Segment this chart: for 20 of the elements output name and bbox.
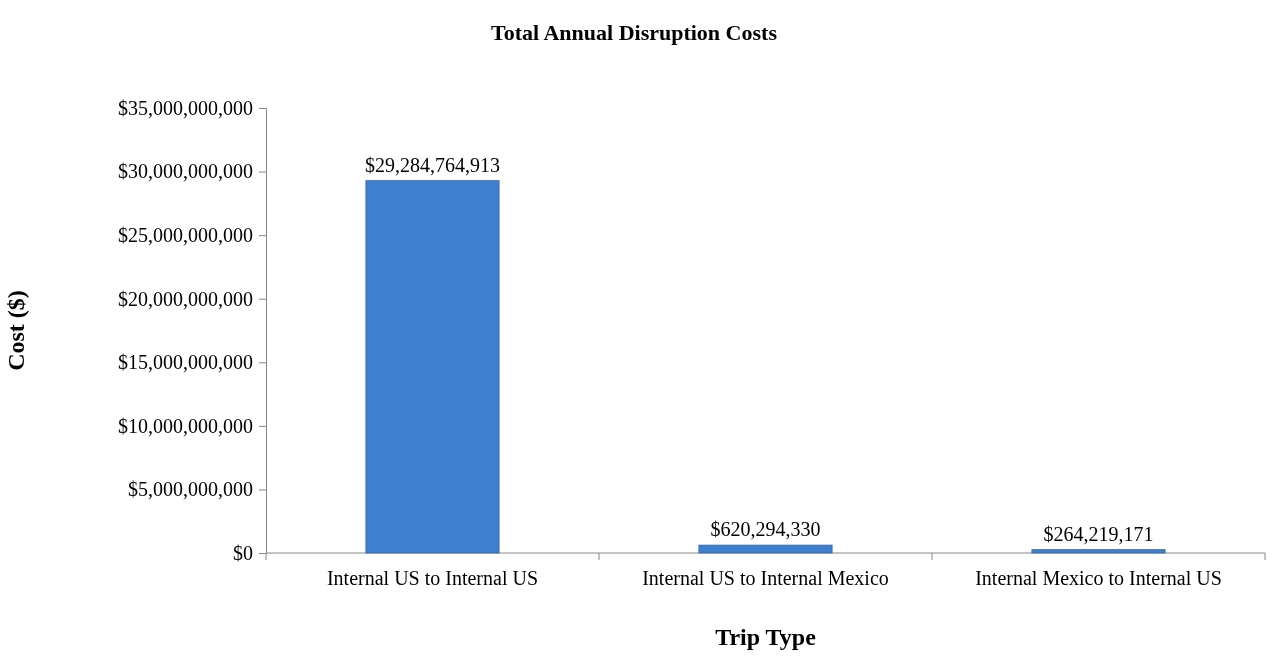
y-tick-label: $5,000,000,000 [128, 478, 253, 501]
data-label: $29,284,764,913 [365, 153, 500, 176]
bar [365, 180, 500, 554]
y-tick-label: $20,000,000,000 [118, 287, 253, 310]
bar [698, 544, 833, 554]
y-tick-label: $10,000,000,000 [118, 414, 253, 437]
x-axis-title: Trip Type [715, 624, 817, 650]
bar [1031, 549, 1166, 554]
data-label: $620,294,330 [710, 518, 821, 541]
x-tick-label: Internal Mexico to Internal US [975, 567, 1222, 589]
y-tick-label: $15,000,000,000 [118, 351, 253, 374]
y-tick-label: $0 [233, 541, 253, 564]
y-tick-label: $30,000,000,000 [118, 160, 253, 183]
data-label: $264,219,171 [1043, 522, 1154, 545]
x-tick-label: Internal US to Internal Mexico [642, 567, 889, 589]
chart-title: Total Annual Disruption Costs [491, 20, 778, 45]
x-tick-label: Internal US to Internal US [326, 567, 539, 589]
y-axis-title: Cost ($) [3, 290, 29, 371]
y-tick-label: $25,000,000,000 [118, 224, 253, 247]
y-tick-label: $35,000,000,000 [118, 96, 253, 119]
